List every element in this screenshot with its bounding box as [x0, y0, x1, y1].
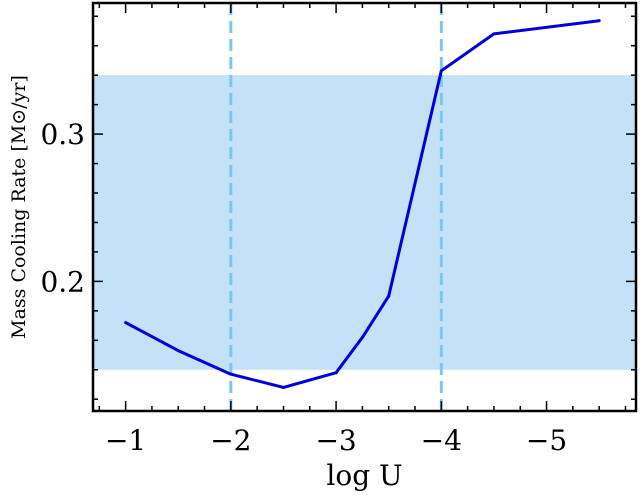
- data-point: [439, 69, 443, 73]
- plot-frame: [91, 1, 638, 413]
- x-axis-label: log U: [326, 459, 402, 492]
- x-tick-label: −3: [315, 424, 356, 457]
- series-line-1: [124, 19, 600, 389]
- series-layer: [124, 19, 601, 389]
- data-point: [334, 371, 338, 375]
- x-tick-label: −5: [526, 424, 567, 457]
- y-tick-label: 0.2: [40, 265, 85, 298]
- data-point: [387, 294, 391, 298]
- data-point: [492, 32, 496, 36]
- shaded-band-layer: [93, 75, 636, 370]
- x-tick-label: −1: [105, 424, 146, 457]
- data-point: [124, 321, 128, 325]
- x-tick-label: −4: [421, 424, 462, 457]
- data-point: [360, 335, 364, 339]
- data-point: [597, 19, 601, 23]
- data-point: [281, 385, 285, 389]
- data-point: [176, 349, 180, 353]
- y-axis-label: Mass Cooling Rate [M⊙/yr]: [8, 75, 30, 339]
- x-tick-label: −2: [210, 424, 251, 457]
- data-point: [229, 372, 233, 376]
- ticks-layer: −1 −2 −3 −4 −5 0.2 0.3: [40, 3, 636, 457]
- shaded-band: [93, 75, 636, 370]
- y-tick-label: 0.3: [40, 118, 85, 151]
- reference-lines-layer: [229, 3, 443, 411]
